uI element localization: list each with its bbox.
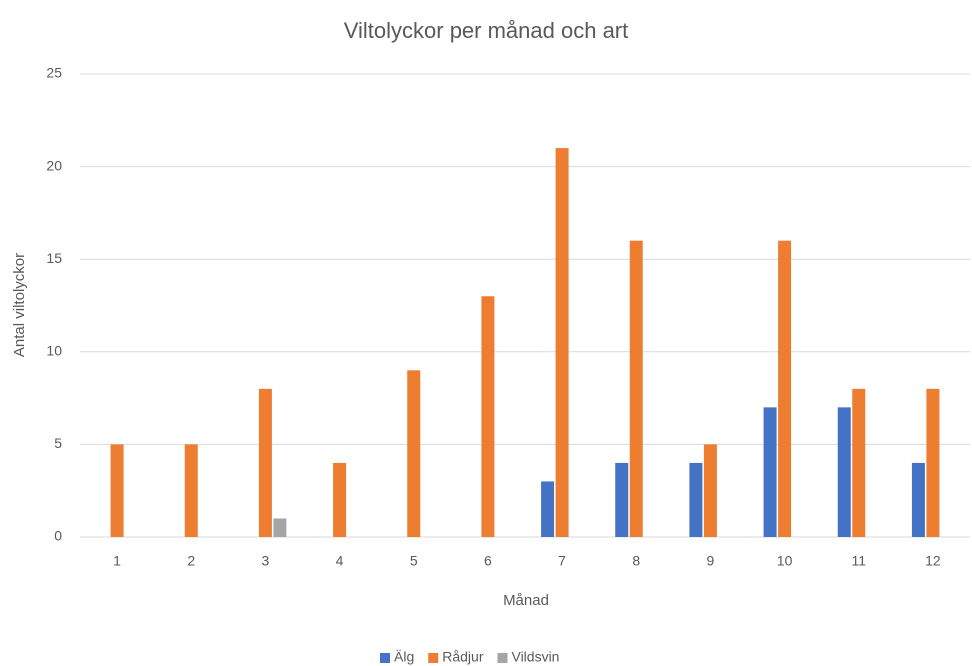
x-tick-label: 7 (558, 553, 566, 569)
legend-swatch (497, 653, 508, 663)
x-tick-label: 8 (632, 553, 640, 569)
bar (407, 370, 421, 537)
y-tick-label: 15 (46, 250, 62, 266)
bar (852, 388, 866, 537)
legend-label: Rådjur (442, 649, 484, 665)
x-tick-label: 5 (410, 553, 418, 569)
bar (763, 407, 777, 537)
bar (615, 462, 629, 537)
y-axis-label: Antal viltolyckor (11, 253, 28, 357)
legend-swatch (428, 653, 439, 663)
bar (258, 388, 272, 537)
bar (541, 481, 555, 537)
x-axis-label: Månad (503, 592, 549, 609)
y-tick-label: 0 (54, 528, 62, 544)
y-tick-label: 25 (46, 65, 62, 81)
bar (689, 462, 703, 537)
bar (911, 462, 925, 537)
bar (629, 240, 643, 537)
bar (481, 296, 495, 537)
x-tick-label: 11 (851, 553, 866, 569)
x-tick-label: 1 (113, 553, 121, 569)
x-tick-label: 3 (262, 553, 270, 569)
legend-label: Älg (394, 649, 414, 665)
bar (333, 462, 347, 537)
x-tick-label: 4 (336, 553, 344, 569)
bar (184, 444, 198, 537)
y-tick-label: 20 (46, 157, 62, 173)
bar (555, 148, 569, 537)
legend-label: Vildsvin (511, 649, 559, 665)
bar (778, 240, 792, 537)
bar (837, 407, 851, 537)
bar (110, 444, 124, 537)
x-tick-label: 2 (187, 553, 195, 569)
x-tick-label: 12 (925, 553, 941, 569)
y-tick-label: 5 (54, 435, 62, 451)
bar (926, 388, 940, 537)
bar (273, 518, 287, 537)
x-tick-label: 9 (707, 553, 715, 569)
x-tick-label: 6 (484, 553, 492, 569)
y-tick-label: 10 (46, 343, 62, 359)
bar (703, 444, 717, 537)
x-tick-label: 10 (777, 553, 793, 569)
chart-title: Viltolyckor per månad och art (344, 18, 629, 43)
legend-swatch (380, 653, 390, 663)
